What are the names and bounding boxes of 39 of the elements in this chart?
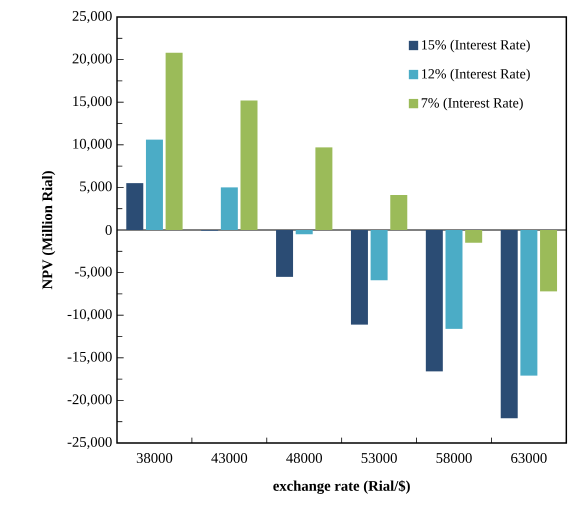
y-tick-label: 5,000 — [80, 181, 112, 194]
legend-label: 12% (Interest Rate) — [422, 68, 530, 82]
bar — [446, 230, 462, 329]
y-tick-label: -5,000 — [74, 266, 112, 279]
bar — [146, 140, 163, 230]
bar — [296, 230, 313, 234]
y-tick-label: 25,000 — [72, 11, 112, 24]
y-tick-label: -10,000 — [68, 309, 112, 322]
bar — [166, 52, 183, 230]
bar — [370, 230, 388, 280]
y-tick-label: 20,000 — [72, 54, 112, 66]
bar — [240, 100, 258, 230]
y-tick-label: 0 — [106, 225, 112, 235]
x-tick-label: 63000 — [511, 453, 547, 463]
bar — [350, 230, 368, 325]
x-tick-label: 58000 — [436, 453, 472, 463]
bar — [500, 230, 518, 418]
x-axis-title: exchange rate (Rial/$) — [273, 480, 410, 494]
x-tick-label: 43000 — [211, 453, 248, 463]
y-tick-label: -15,000 — [68, 352, 112, 364]
legend-label: 7% (Interest Rate) — [422, 98, 523, 110]
y-tick-label: 10,000 — [73, 138, 112, 151]
bar — [126, 183, 144, 230]
bar — [465, 230, 482, 243]
bar — [390, 195, 408, 230]
y-tick-label: -20,000 — [68, 394, 112, 406]
x-tick-label: 48000 — [286, 453, 322, 463]
x-tick-label: 38000 — [136, 453, 172, 463]
legend-label: 15% (Interest Rate) — [422, 40, 530, 52]
bar — [315, 147, 332, 230]
y-tick-label: 15,000 — [73, 96, 112, 108]
bar — [220, 187, 238, 230]
y-axis-title: NPV (Million Rial) — [42, 171, 56, 290]
y-tick-label: -25,000 — [68, 436, 112, 449]
bar — [540, 230, 558, 292]
bar — [426, 230, 443, 372]
bar — [520, 230, 538, 376]
x-tick-label: 53000 — [362, 453, 397, 463]
bar — [276, 230, 294, 277]
